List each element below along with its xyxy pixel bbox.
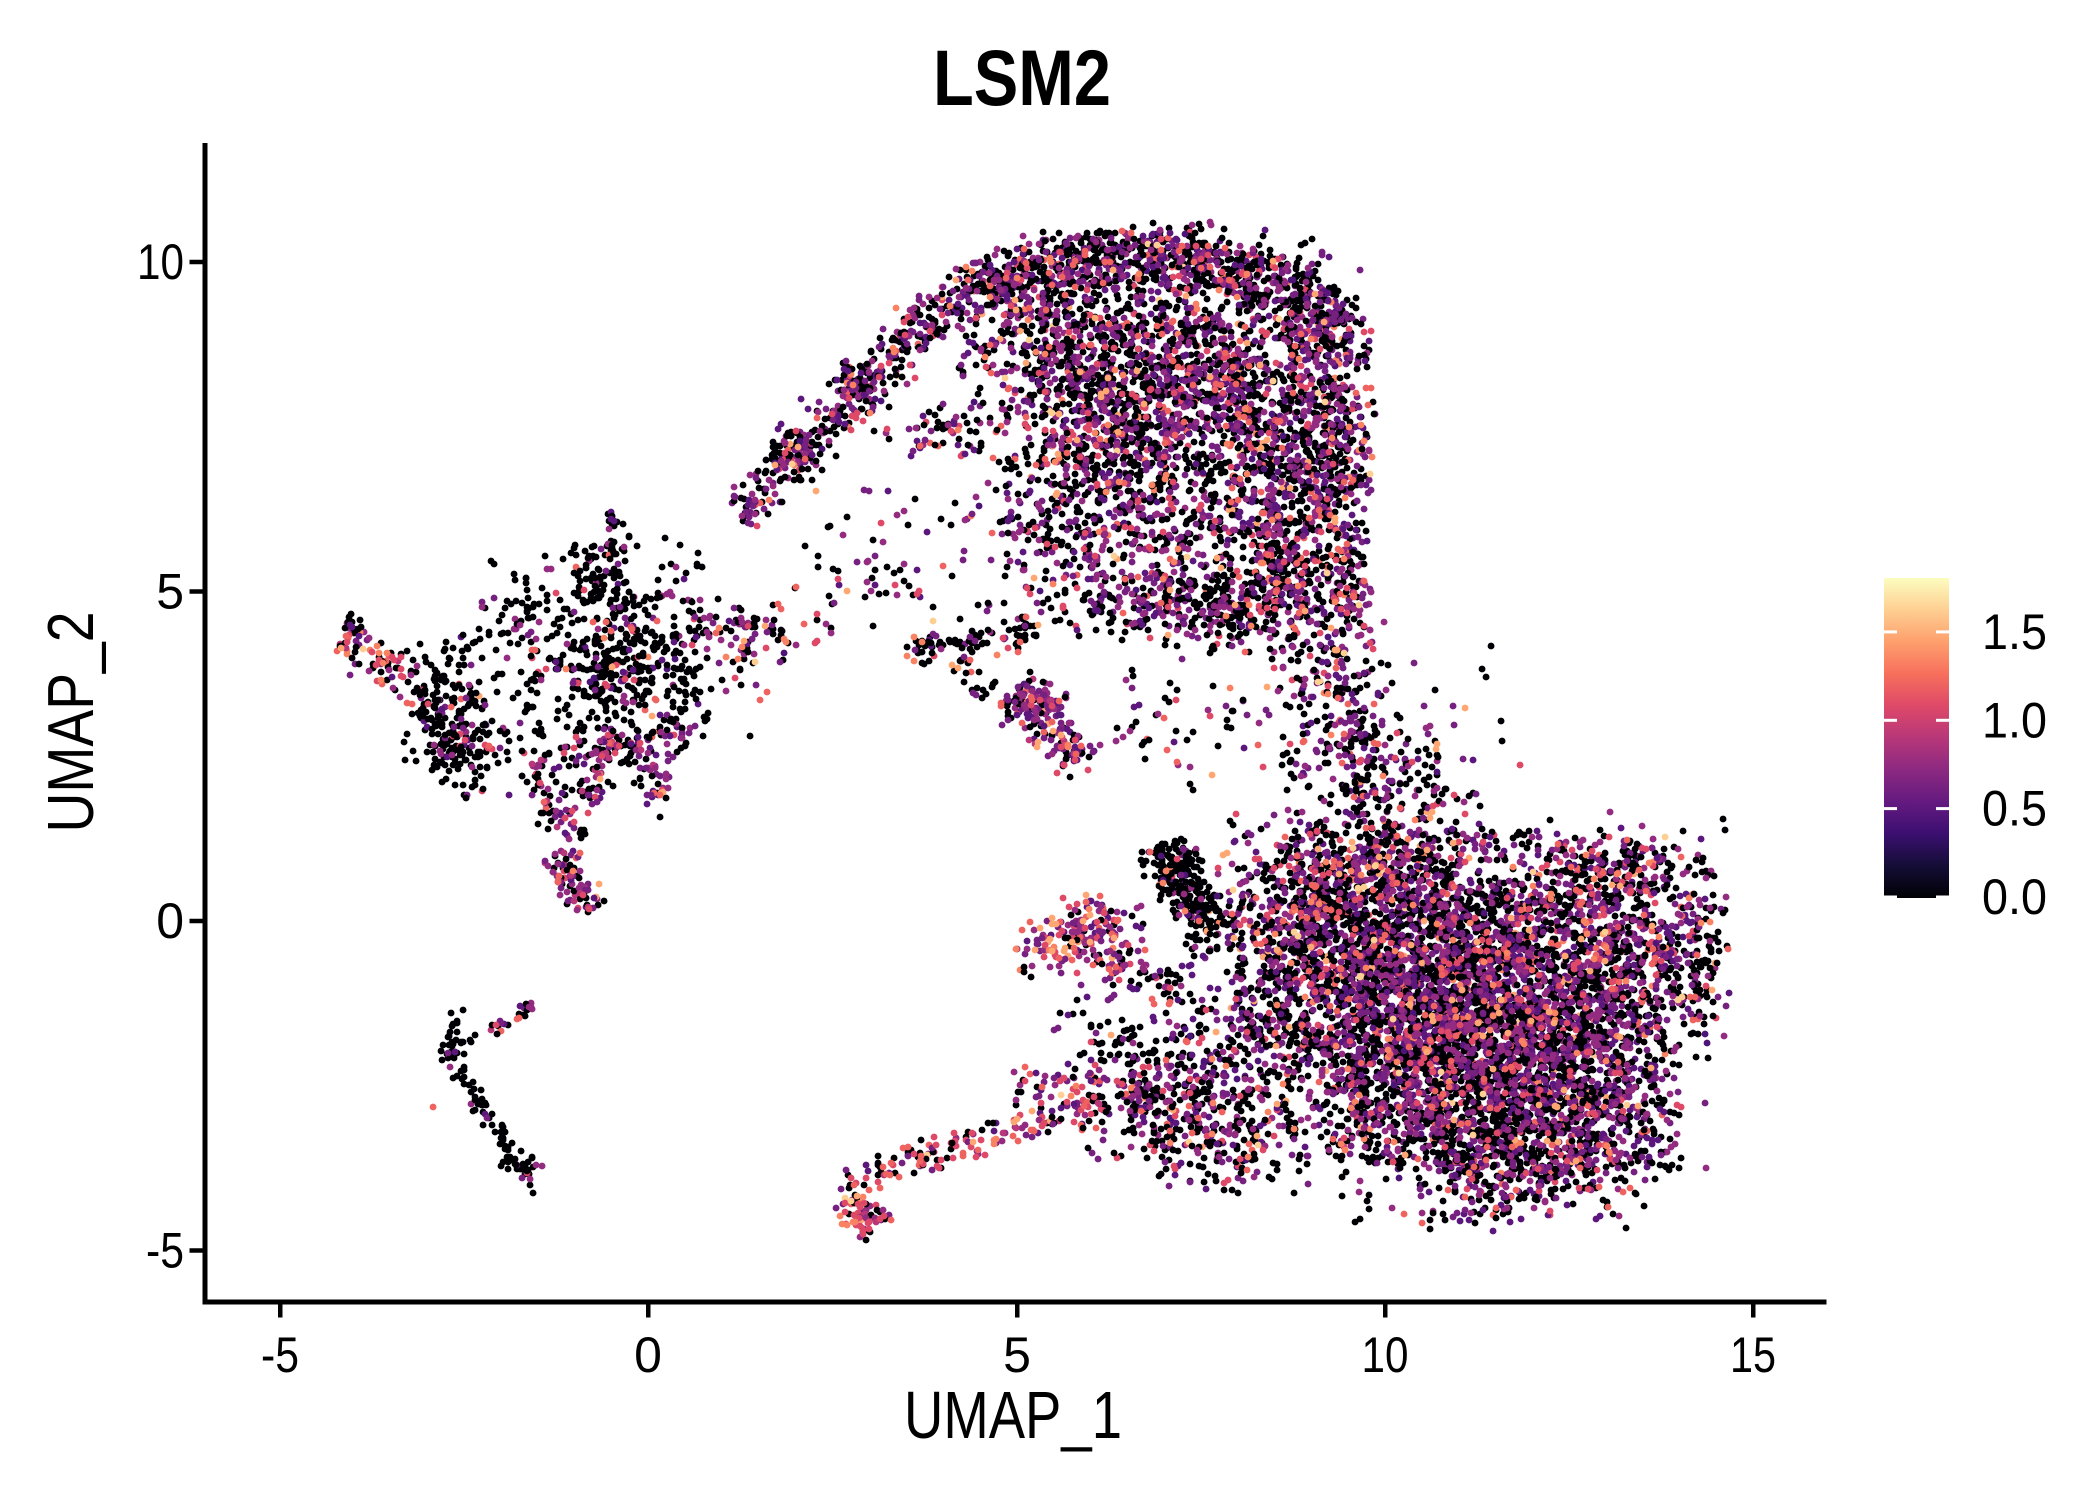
svg-text:5: 5 <box>1003 1327 1031 1383</box>
svg-text:LSM2: LSM2 <box>933 33 1111 122</box>
svg-text:-5: -5 <box>146 1223 184 1279</box>
svg-text:10: 10 <box>1362 1327 1409 1383</box>
svg-text:5: 5 <box>156 564 184 620</box>
svg-text:-5: -5 <box>261 1327 299 1383</box>
svg-text:0: 0 <box>156 893 184 949</box>
svg-text:UMAP_2: UMAP_2 <box>34 612 107 833</box>
svg-text:15: 15 <box>1730 1327 1776 1383</box>
svg-text:1.0: 1.0 <box>1982 692 2047 748</box>
svg-text:UMAP_1: UMAP_1 <box>904 1378 1122 1453</box>
svg-text:0.0: 0.0 <box>1982 869 2047 925</box>
svg-text:1.5: 1.5 <box>1982 604 2047 660</box>
svg-text:10: 10 <box>137 234 184 290</box>
svg-text:0.5: 0.5 <box>1982 781 2047 837</box>
svg-text:0: 0 <box>634 1327 662 1383</box>
